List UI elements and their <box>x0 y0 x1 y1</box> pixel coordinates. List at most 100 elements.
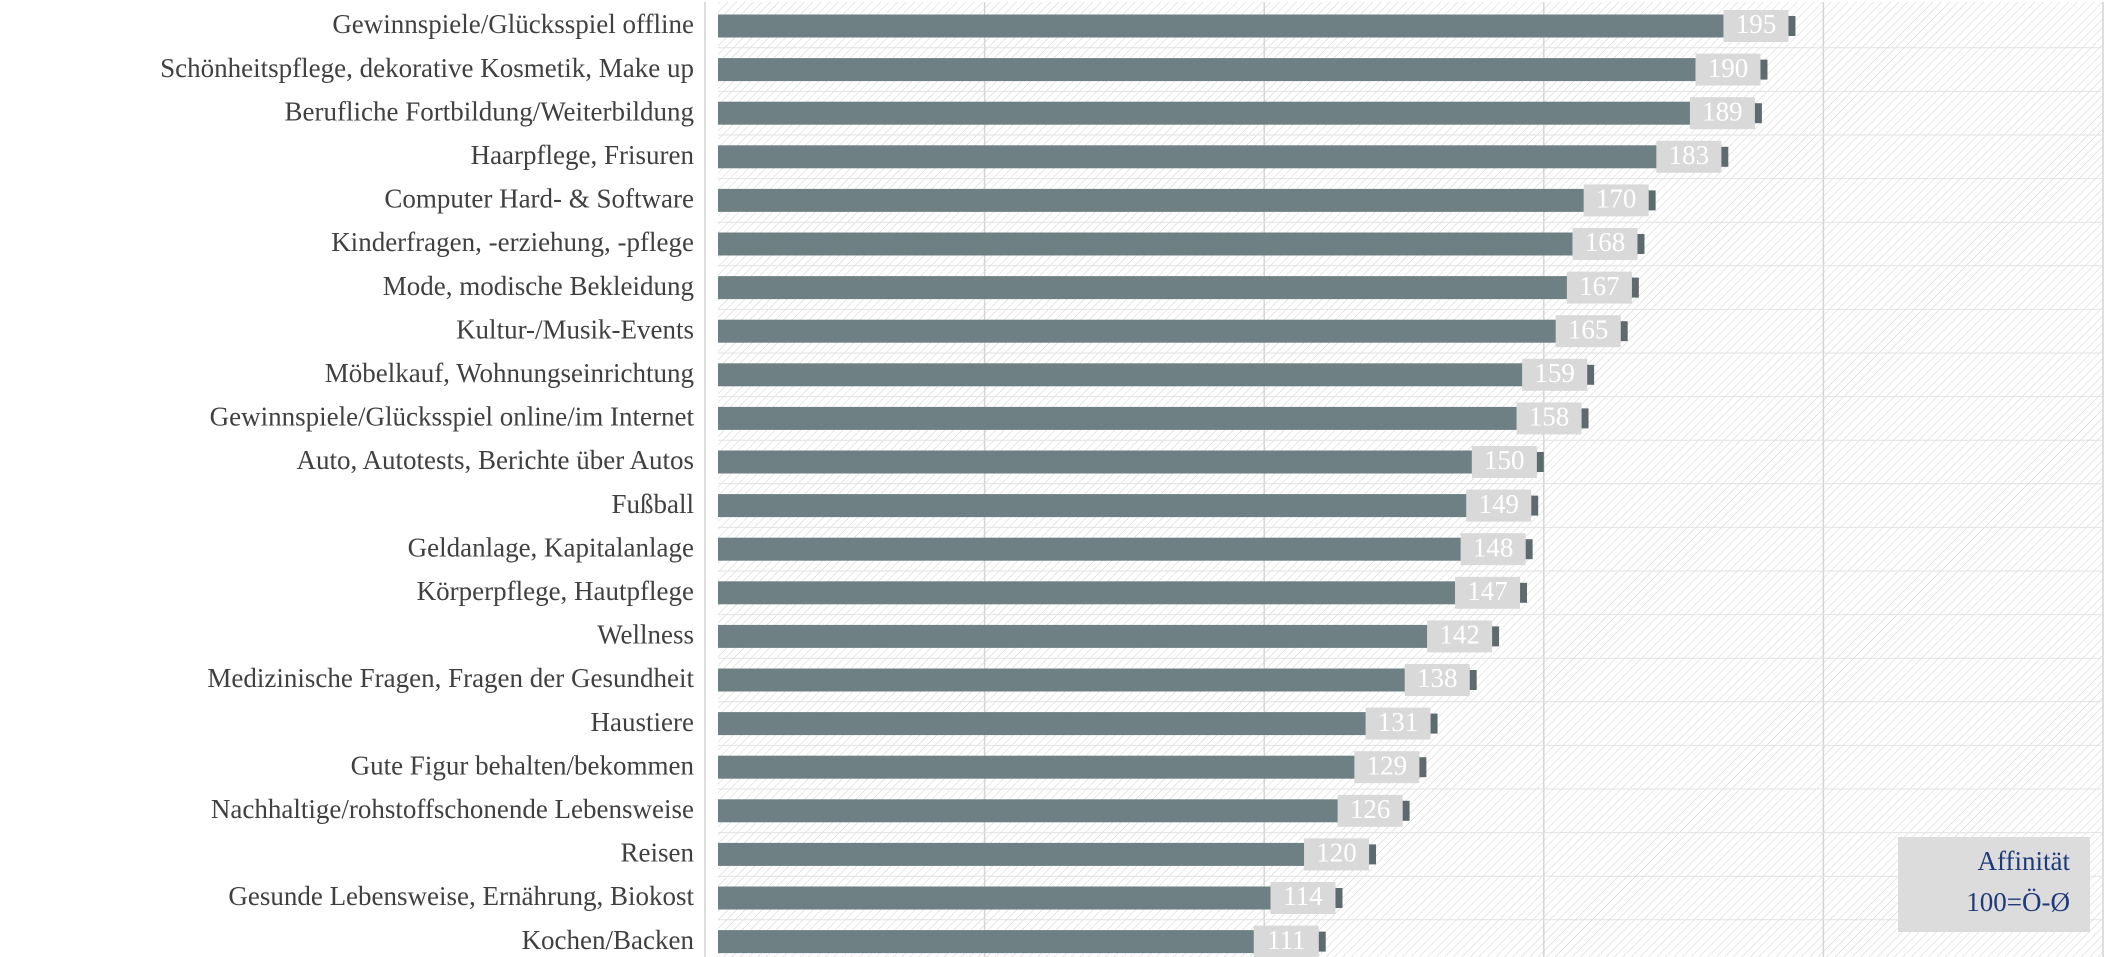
category-label: Kinderfragen, -erziehung, -pflege <box>331 227 694 257</box>
category-label: Gesunde Lebensweise, Ernährung, Biokost <box>228 881 694 911</box>
category-label: Kochen/Backen <box>522 925 695 955</box>
bar <box>718 494 1532 518</box>
bar <box>718 406 1582 430</box>
value-label: 138 <box>1417 663 1458 693</box>
bar-end-marker <box>1637 234 1645 254</box>
bar <box>718 886 1336 910</box>
bar <box>718 101 1755 125</box>
annotation: Affinität <box>1978 846 2071 876</box>
category-label: Reisen <box>621 838 695 868</box>
bar <box>718 537 1526 561</box>
bar <box>718 842 1370 866</box>
bar <box>718 450 1537 474</box>
value-label-box <box>1695 53 1761 86</box>
value-label-box <box>1522 358 1588 391</box>
bar <box>718 319 1621 343</box>
category-label: Gewinnspiele/Glücksspiel online/im Inter… <box>210 402 695 432</box>
value-label: 148 <box>1473 532 1514 562</box>
bar <box>718 930 1319 954</box>
bar <box>718 232 1638 256</box>
value-label: 150 <box>1484 445 1525 475</box>
value-label: 149 <box>1478 489 1519 519</box>
value-label: 111 <box>1267 925 1306 955</box>
category-label: Medizinische Fragen, Fragen der Gesundhe… <box>207 663 694 693</box>
bar-end-marker <box>1721 146 1729 167</box>
value-label: 165 <box>1568 314 1609 344</box>
value-label: 167 <box>1579 271 1620 301</box>
value-label: 114 <box>1283 881 1323 911</box>
category-label: Nachhaltige/rohstoffschonende Lebensweis… <box>211 794 694 824</box>
value-label: 183 <box>1669 140 1710 170</box>
value-label-box <box>1466 489 1532 522</box>
bar-end-marker <box>1536 452 1544 472</box>
bar-end-marker <box>1430 713 1438 734</box>
value-label: 159 <box>1534 358 1575 388</box>
bar <box>718 799 1403 823</box>
bar-end-marker <box>1469 670 1477 690</box>
value-label-box <box>1354 751 1420 784</box>
value-label: 142 <box>1439 620 1480 650</box>
value-label: 131 <box>1378 707 1419 737</box>
bar <box>718 276 1632 300</box>
value-label: 120 <box>1316 838 1357 868</box>
category-label: Schönheitspflege, dekorative Kosmetik, M… <box>160 53 694 83</box>
value-label: 158 <box>1529 402 1570 432</box>
bar <box>718 363 1588 387</box>
bar-end-marker <box>1531 495 1539 516</box>
bar <box>718 145 1722 169</box>
value-label-box <box>1689 97 1755 130</box>
category-label: Möbelkauf, Wohnungseinrichtung <box>325 358 694 388</box>
value-label-box <box>1404 664 1470 696</box>
value-label-box <box>1427 620 1493 653</box>
category-label: Wellness <box>597 620 694 650</box>
value-label: 170 <box>1596 184 1637 214</box>
value-label-box <box>1566 271 1632 304</box>
bar-end-marker <box>1419 757 1427 778</box>
value-label: 190 <box>1708 53 1749 83</box>
category-label: Haarpflege, Frisuren <box>471 140 695 170</box>
bar-end-marker <box>1754 103 1762 124</box>
bar-end-marker <box>1318 931 1326 952</box>
category-label: Kultur-/Musik-Events <box>456 314 694 344</box>
category-label: Gute Figur behalten/bekommen <box>351 750 695 780</box>
value-label-box <box>1555 315 1621 348</box>
bar <box>718 755 1420 779</box>
category-label: Fußball <box>611 489 694 519</box>
bar-end-marker <box>1760 59 1768 80</box>
bar-end-marker <box>1520 582 1528 603</box>
value-label-box <box>1656 140 1722 173</box>
value-label-box <box>1471 446 1537 478</box>
bar-end-marker <box>1369 844 1377 865</box>
value-label-box <box>1455 576 1521 609</box>
bar-end-marker <box>1581 408 1589 429</box>
bar <box>718 624 1493 648</box>
category-label: Computer Hard- & Software <box>384 184 694 214</box>
annotation: 100=Ö-Ø <box>1966 887 2070 917</box>
category-label: Geldanlage, Kapitalanlage <box>408 532 694 562</box>
value-label: 195 <box>1736 9 1777 39</box>
bar <box>718 188 1649 212</box>
value-label-box <box>1723 10 1789 42</box>
bar-end-marker <box>1788 16 1796 36</box>
category-label: Körperpflege, Hautpflege <box>417 576 694 606</box>
bar <box>718 14 1789 38</box>
category-label: Berufliche Fortbildung/Weiterbildung <box>285 96 695 126</box>
value-label-box <box>1516 402 1582 435</box>
value-label: 168 <box>1585 227 1626 257</box>
bar <box>718 668 1470 692</box>
value-label: 126 <box>1350 794 1391 824</box>
category-label: Mode, modische Bekleidung <box>383 271 694 301</box>
bar <box>718 581 1521 605</box>
category-label: Gewinnspiele/Glücksspiel offline <box>332 9 694 39</box>
value-label-box <box>1583 184 1649 217</box>
bar-end-marker <box>1492 626 1500 647</box>
bar-end-marker <box>1631 277 1639 298</box>
value-label-box <box>1572 228 1638 260</box>
value-label: 129 <box>1367 750 1408 780</box>
value-label: 147 <box>1467 576 1508 606</box>
value-label-box <box>1304 838 1370 871</box>
category-label: Haustiere <box>591 707 694 737</box>
value-label-box <box>1460 533 1526 566</box>
category-label: Auto, Autotests, Berichte über Autos <box>297 445 694 475</box>
